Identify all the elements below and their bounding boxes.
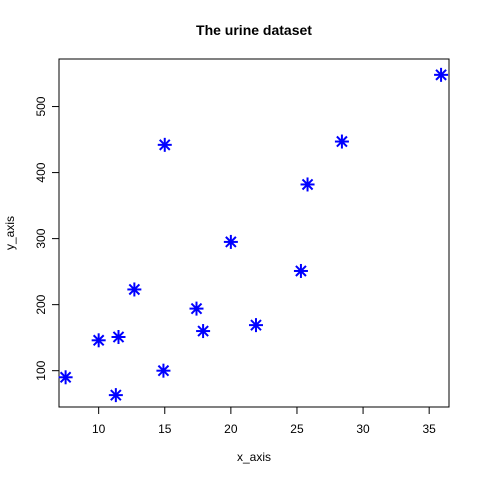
x-axis-label: x_axis <box>237 450 271 464</box>
x-axis: 10 15 20 25 30 35 <box>92 406 436 436</box>
x-tick-label: 25 <box>290 422 304 436</box>
y-tick-label: 200 <box>34 294 48 314</box>
x-tick-label: 10 <box>92 422 106 436</box>
y-tick-label: 100 <box>34 360 48 380</box>
data-points <box>58 67 449 403</box>
data-point <box>196 324 211 339</box>
data-point <box>248 318 263 333</box>
data-point <box>300 177 315 192</box>
data-point <box>91 333 106 348</box>
data-point <box>111 330 126 345</box>
data-point <box>334 134 349 149</box>
y-tick-label: 300 <box>34 228 48 248</box>
x-tick-label: 30 <box>356 422 370 436</box>
data-point <box>58 370 73 385</box>
data-point <box>293 263 308 278</box>
plot-frame <box>58 58 450 408</box>
y-axis: 100 200 300 400 500 <box>34 96 59 381</box>
data-point <box>434 67 449 82</box>
data-point <box>157 137 172 152</box>
chart-title: The urine dataset <box>196 22 312 38</box>
data-point <box>156 363 171 378</box>
x-tick-label: 20 <box>224 422 238 436</box>
data-point <box>127 282 142 297</box>
y-tick-label: 500 <box>34 96 48 116</box>
x-tick-label: 15 <box>158 422 172 436</box>
data-point <box>108 388 123 403</box>
y-axis-label: y_axis <box>3 216 17 250</box>
data-point <box>223 234 238 249</box>
x-tick-label: 35 <box>422 422 436 436</box>
y-tick-label: 400 <box>34 162 48 182</box>
data-point <box>189 301 204 316</box>
